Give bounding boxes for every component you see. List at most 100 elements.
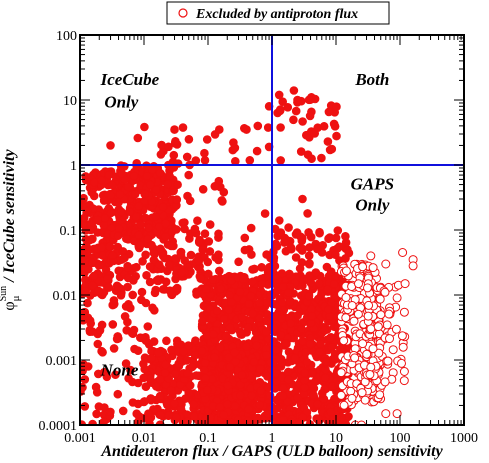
- x-tick-label: 0.001: [64, 431, 96, 446]
- data-point: [215, 343, 225, 352]
- data-point: [109, 344, 119, 353]
- excluded-point: [373, 322, 383, 332]
- data-point: [172, 412, 181, 422]
- excluded-point: [398, 248, 408, 257]
- data-point: [284, 375, 293, 384]
- data-point: [309, 390, 318, 400]
- x-axis-title: Antideuteron flux / GAPS (ULD balloon) s…: [100, 443, 443, 460]
- data-point: [313, 399, 322, 409]
- data-point: [200, 148, 209, 158]
- data-point: [313, 123, 323, 132]
- y-axis-title-symbol: φ: [1, 301, 18, 310]
- data-point: [289, 86, 299, 95]
- data-point: [172, 195, 182, 204]
- data-point: [125, 207, 135, 216]
- y-tick-label: 100: [56, 29, 77, 44]
- data-point: [181, 394, 190, 403]
- data-point: [155, 375, 165, 384]
- data-point: [210, 352, 219, 362]
- data-point: [118, 406, 128, 416]
- data-point: [134, 201, 143, 211]
- region-label: Only: [104, 93, 138, 112]
- data-point: [133, 378, 143, 388]
- data-point: [158, 202, 168, 212]
- excluded-point: [400, 279, 410, 289]
- excluded-point: [376, 310, 386, 320]
- excluded-point: [381, 409, 391, 419]
- data-point: [191, 156, 201, 165]
- data-point: [215, 266, 224, 276]
- data-point: [94, 286, 103, 296]
- data-point: [179, 347, 188, 356]
- data-point: [313, 414, 323, 423]
- data-point: [130, 344, 139, 354]
- data-point: [84, 264, 93, 274]
- data-point: [337, 412, 346, 422]
- data-point: [80, 213, 89, 223]
- data-point: [194, 237, 204, 246]
- data-point: [242, 125, 251, 134]
- data-point: [83, 298, 92, 308]
- data-point: [132, 409, 141, 419]
- data-point: [214, 229, 223, 239]
- data-point: [190, 412, 199, 421]
- y-tick-label: 0.001: [46, 354, 78, 369]
- data-point: [193, 216, 202, 225]
- data-point: [304, 228, 313, 237]
- y-tick-label: 0.1: [60, 224, 78, 239]
- data-point: [165, 172, 174, 181]
- data-point: [145, 262, 155, 271]
- data-point: [180, 256, 189, 265]
- data-point: [106, 208, 116, 218]
- data-point: [137, 295, 146, 305]
- data-point: [173, 159, 183, 168]
- data-point: [248, 309, 257, 318]
- x-tick-label: 1000: [450, 431, 478, 446]
- data-point: [170, 399, 179, 409]
- data-point: [123, 317, 132, 327]
- data-point: [198, 185, 208, 194]
- data-point: [89, 271, 99, 281]
- data-point: [323, 137, 333, 146]
- data-point: [212, 306, 222, 316]
- data-point: [214, 250, 223, 259]
- data-point: [307, 154, 316, 163]
- data-point: [261, 327, 271, 337]
- data-point: [185, 196, 195, 206]
- excluded-point: [391, 324, 401, 334]
- data-point: [275, 105, 285, 114]
- data-point: [252, 413, 262, 423]
- excluded-point: [375, 390, 385, 400]
- data-point: [98, 347, 107, 357]
- data-point: [333, 226, 343, 235]
- data-point: [307, 311, 317, 321]
- excluded-point: [362, 349, 372, 359]
- data-point: [190, 224, 200, 234]
- data-point: [276, 228, 286, 237]
- data-point: [196, 274, 205, 283]
- data-point: [277, 298, 287, 307]
- data-point: [116, 290, 126, 300]
- data-point: [221, 332, 231, 341]
- data-point: [151, 381, 161, 391]
- data-point: [186, 250, 196, 260]
- data-point: [331, 233, 341, 243]
- data-point: [200, 156, 210, 165]
- data-point: [283, 397, 292, 406]
- data-point: [178, 123, 188, 132]
- data-point: [225, 323, 235, 332]
- data-point: [293, 311, 302, 320]
- data-point: [298, 117, 307, 126]
- excluded-point: [385, 334, 394, 344]
- data-point: [307, 368, 317, 378]
- data-point: [83, 362, 93, 371]
- data-point: [141, 382, 151, 392]
- data-point: [341, 254, 350, 263]
- excluded-point: [341, 266, 351, 276]
- data-point: [278, 391, 288, 401]
- data-point: [234, 257, 243, 267]
- data-point: [240, 245, 250, 255]
- data-point: [298, 194, 307, 204]
- data-point: [223, 400, 232, 409]
- data-point: [127, 328, 137, 338]
